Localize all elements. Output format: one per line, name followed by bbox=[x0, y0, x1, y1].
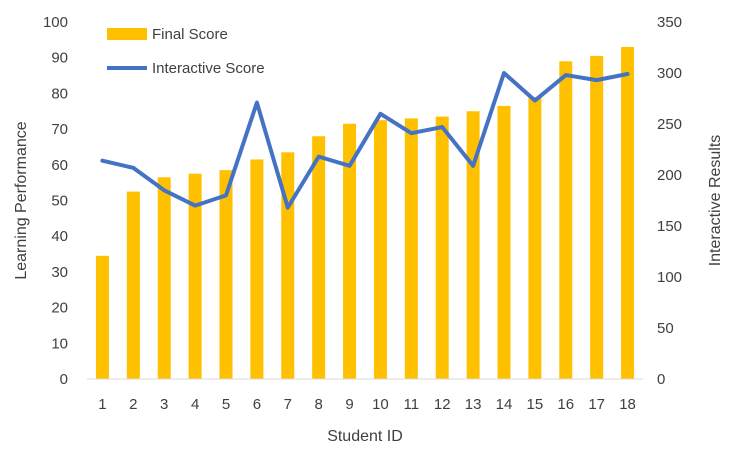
left-tick-label: 0 bbox=[60, 371, 68, 388]
x-axis-title: Student ID bbox=[327, 428, 403, 445]
right-axis-ticks: 0 50 100 150 200 250 300 350 bbox=[657, 14, 682, 388]
y-axis-title: Learning Performance bbox=[13, 121, 30, 279]
bar-student-18 bbox=[621, 46, 635, 380]
x-tick-label: 15 bbox=[527, 396, 544, 413]
x-tick-label: 10 bbox=[372, 396, 389, 413]
bars-layer bbox=[95, 46, 635, 380]
x-tick-label: 8 bbox=[314, 396, 322, 413]
bar-student-6 bbox=[250, 159, 264, 379]
y2-axis-title: Interactive Results bbox=[707, 135, 724, 267]
left-tick-label: 70 bbox=[51, 121, 68, 138]
left-tick-label: 30 bbox=[51, 264, 68, 281]
bar-student-10 bbox=[373, 120, 387, 380]
right-tick-label: 200 bbox=[657, 167, 682, 184]
x-tick-label: 3 bbox=[160, 396, 168, 413]
line-point-student-17 bbox=[596, 79, 598, 81]
x-tick-label: 4 bbox=[191, 396, 199, 413]
right-tick-label: 100 bbox=[657, 269, 682, 286]
bar-student-5 bbox=[219, 170, 233, 379]
bar-student-14 bbox=[497, 105, 511, 379]
line-point-student-11 bbox=[410, 132, 412, 134]
left-tick-label: 20 bbox=[51, 300, 68, 317]
left-tick-label: 40 bbox=[51, 228, 68, 245]
interactive-score-line bbox=[100, 71, 630, 210]
x-tick-label: 7 bbox=[284, 396, 292, 413]
right-tick-label: 300 bbox=[657, 65, 682, 82]
line-point-student-1 bbox=[101, 160, 103, 162]
left-tick-label: 100 bbox=[43, 14, 68, 31]
right-tick-label: 50 bbox=[657, 320, 674, 337]
legend: Final Score Interactive Score bbox=[107, 26, 265, 77]
bar-student-13 bbox=[466, 111, 480, 379]
bar-student-12 bbox=[435, 116, 449, 380]
line-point-student-13 bbox=[472, 165, 474, 167]
left-tick-label: 90 bbox=[51, 50, 68, 67]
x-tick-label: 9 bbox=[345, 396, 353, 413]
legend-label-final-score: Final Score bbox=[152, 26, 228, 43]
left-tick-label: 50 bbox=[51, 193, 68, 210]
x-tick-label: 1 bbox=[98, 396, 106, 413]
line-point-student-8 bbox=[318, 156, 320, 158]
bar-student-3 bbox=[157, 177, 171, 379]
x-tick-label: 13 bbox=[465, 396, 482, 413]
line-point-student-5 bbox=[225, 194, 227, 196]
line-point-student-9 bbox=[349, 165, 351, 167]
bar-student-9 bbox=[343, 123, 357, 379]
x-tick-label: 5 bbox=[222, 396, 230, 413]
line-point-student-14 bbox=[503, 72, 505, 74]
x-tick-label: 16 bbox=[557, 396, 574, 413]
bar-student-2 bbox=[126, 191, 140, 379]
bar-student-11 bbox=[404, 118, 418, 379]
line-point-student-12 bbox=[441, 126, 443, 128]
line-point-student-10 bbox=[379, 113, 381, 115]
x-tick-label: 12 bbox=[434, 396, 451, 413]
bar-student-1 bbox=[95, 255, 109, 379]
x-tick-label: 11 bbox=[404, 396, 420, 413]
line-point-student-16 bbox=[565, 74, 567, 76]
x-tick-label: 17 bbox=[588, 396, 605, 413]
bar-student-8 bbox=[312, 136, 326, 379]
bar-student-4 bbox=[188, 173, 202, 379]
x-tick-label: 6 bbox=[253, 396, 261, 413]
bar-student-15 bbox=[528, 96, 542, 379]
line-point-student-3 bbox=[163, 189, 165, 191]
legend-swatch-final-score bbox=[107, 28, 147, 40]
line-point-student-15 bbox=[534, 100, 536, 102]
left-tick-label: 10 bbox=[51, 335, 68, 352]
x-tick-label: 18 bbox=[619, 396, 636, 413]
line-layer bbox=[100, 71, 630, 210]
bar-student-16 bbox=[559, 61, 573, 380]
bar-student-7 bbox=[281, 152, 295, 379]
left-tick-label: 60 bbox=[51, 157, 68, 174]
line-point-student-7 bbox=[287, 207, 289, 209]
left-axis-ticks: 0 10 20 30 40 50 60 70 80 90 100 bbox=[43, 14, 68, 388]
right-tick-label: 250 bbox=[657, 116, 682, 133]
right-tick-label: 0 bbox=[657, 371, 665, 388]
x-tick-label: 14 bbox=[496, 396, 513, 413]
line-point-student-2 bbox=[132, 167, 134, 169]
line-point-student-4 bbox=[194, 205, 196, 207]
x-axis-ticks: 1 2 3 4 5 6 7 8 9 10 11 12 13 14 15 16 17 18 bbox=[98, 396, 636, 413]
left-tick-label: 80 bbox=[51, 85, 68, 102]
right-tick-label: 350 bbox=[657, 14, 682, 31]
line-point-student-18 bbox=[627, 73, 629, 75]
x-tick-label: 2 bbox=[129, 396, 137, 413]
line-point-student-6 bbox=[256, 102, 258, 104]
bar-student-17 bbox=[590, 55, 604, 379]
right-tick-label: 150 bbox=[657, 218, 682, 235]
legend-label-interactive-score: Interactive Score bbox=[152, 60, 265, 77]
